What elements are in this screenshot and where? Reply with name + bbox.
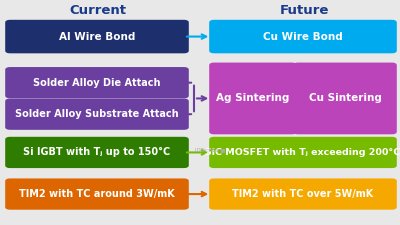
FancyBboxPatch shape: [5, 99, 189, 130]
Text: Solder Alloy Substrate Attach: Solder Alloy Substrate Attach: [15, 109, 179, 119]
FancyBboxPatch shape: [209, 20, 397, 53]
Text: Future: Future: [279, 4, 329, 17]
FancyBboxPatch shape: [5, 20, 189, 53]
FancyBboxPatch shape: [293, 63, 397, 134]
Text: Current: Current: [70, 4, 126, 17]
Text: SiC MOSFET with Tⱼ exceeding 200°C: SiC MOSFET with Tⱼ exceeding 200°C: [205, 148, 400, 157]
Text: IDTechEx ■: IDTechEx ■: [195, 147, 226, 152]
Text: Cu Sintering: Cu Sintering: [308, 93, 382, 104]
FancyBboxPatch shape: [5, 67, 189, 98]
Text: Si IGBT with Tⱼ up to 150°C: Si IGBT with Tⱼ up to 150°C: [23, 147, 171, 157]
Text: Ag Sintering: Ag Sintering: [216, 93, 290, 104]
Text: TIM2 with TC around 3W/mK: TIM2 with TC around 3W/mK: [19, 189, 175, 199]
FancyBboxPatch shape: [209, 63, 297, 134]
Text: Cu Wire Bond: Cu Wire Bond: [263, 32, 343, 42]
FancyBboxPatch shape: [209, 178, 397, 210]
FancyBboxPatch shape: [209, 137, 397, 168]
Text: Solder Alloy Die Attach: Solder Alloy Die Attach: [33, 78, 161, 88]
Text: TIM2 with TC over 5W/mK: TIM2 with TC over 5W/mK: [232, 189, 374, 199]
Text: Al Wire Bond: Al Wire Bond: [59, 32, 135, 42]
FancyBboxPatch shape: [5, 178, 189, 210]
FancyBboxPatch shape: [5, 137, 189, 168]
